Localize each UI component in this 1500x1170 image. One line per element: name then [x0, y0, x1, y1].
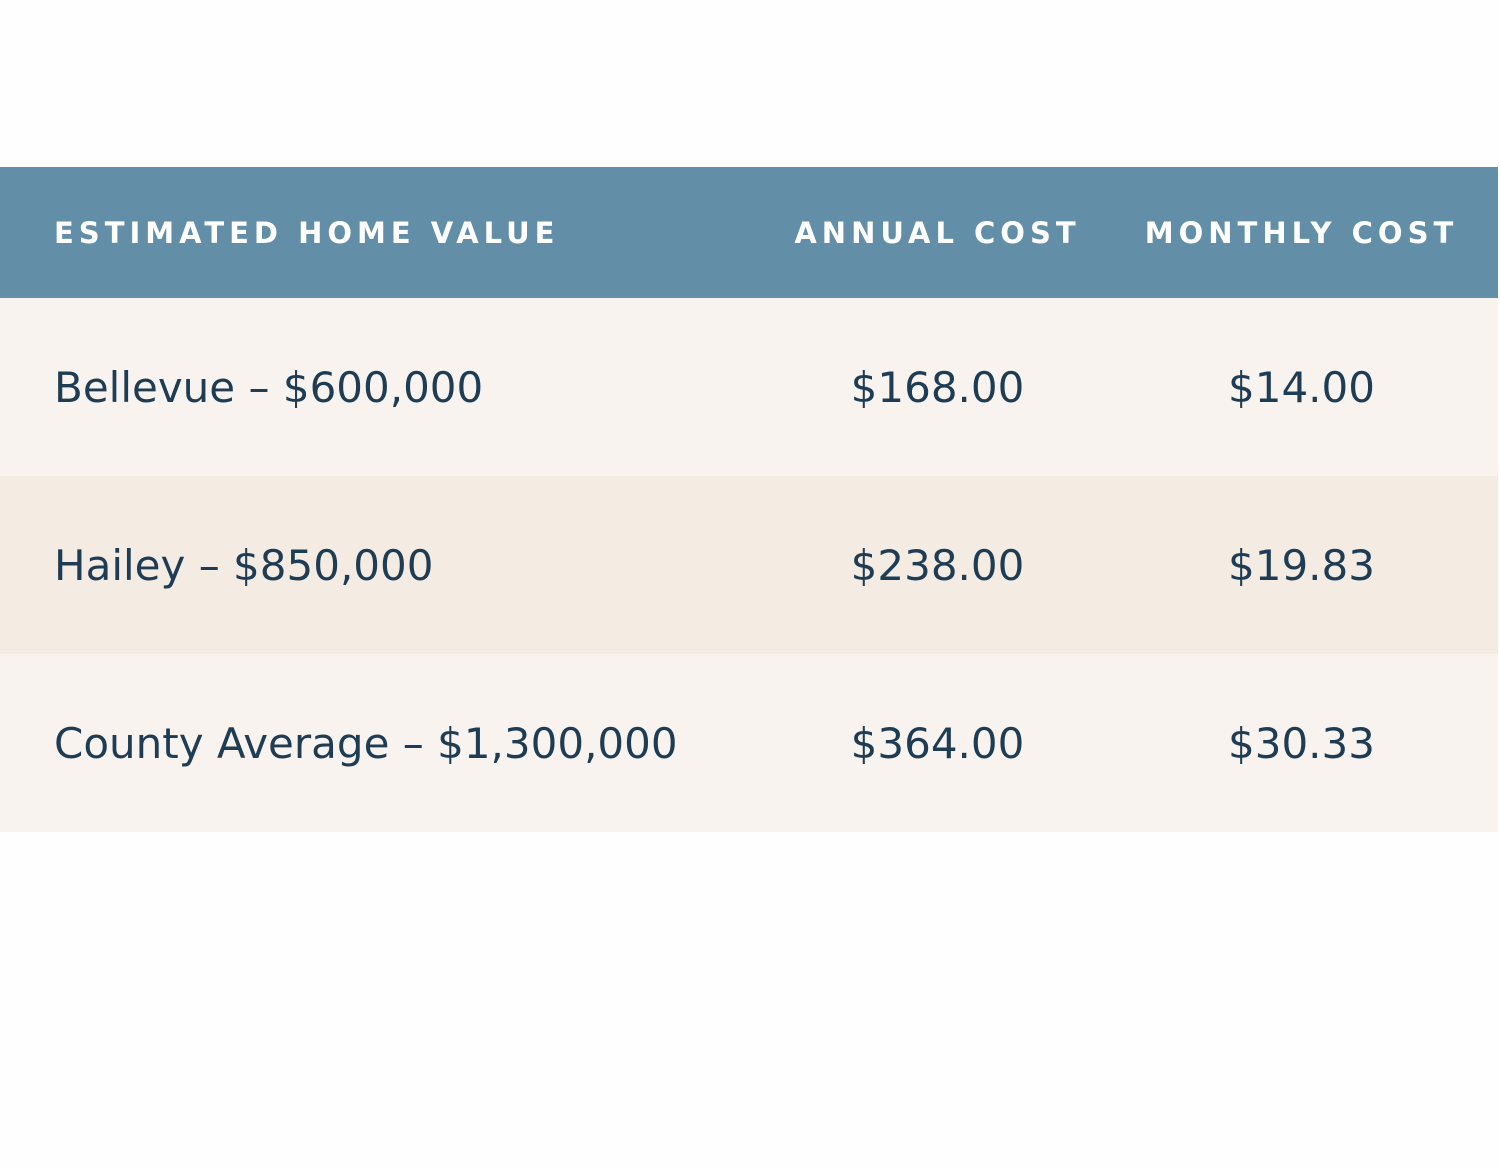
table-cell: $238.00 [770, 476, 1105, 654]
table-row: County Average – $1,300,000 $364.00 $30.33 [0, 654, 1498, 832]
cost-table: ESTIMATED HOME VALUE ANNUAL COST MONTHLY C… [0, 167, 1498, 832]
table-cell: $168.00 [770, 298, 1105, 476]
table-cell: Hailey – $850,000 [0, 476, 770, 654]
header-cell: ANNUAL COST [770, 167, 1105, 298]
table-cell: Bellevue – $600,000 [0, 298, 770, 476]
header-cell: ESTIMATED HOME VALUE [0, 167, 770, 298]
table-cell: $364.00 [770, 654, 1105, 832]
table-row: Bellevue – $600,000 $168.00 $14.00 [0, 298, 1498, 476]
header-row: ESTIMATED HOME VALUE ANNUAL COST MONTHLY C… [0, 167, 1498, 298]
table-cell: $19.83 [1105, 476, 1498, 654]
header-cell: MONTHLY COST [1105, 167, 1498, 298]
table-cell: County Average – $1,300,000 [0, 654, 770, 832]
table-cell: $30.33 [1105, 654, 1498, 832]
table-row: Hailey – $850,000 $238.00 $19.83 [0, 476, 1498, 654]
table-cell: $14.00 [1105, 298, 1498, 476]
